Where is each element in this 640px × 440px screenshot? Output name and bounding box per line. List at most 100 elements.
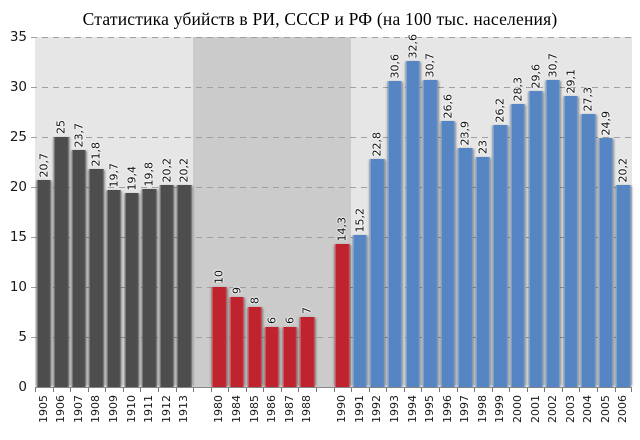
x-cell-1909: 1909 [105, 388, 123, 433]
x-cell-1999: 1999 [491, 388, 510, 433]
x-cell-1995: 1995 [421, 388, 439, 433]
x-cell-1994: 1994 [403, 388, 422, 433]
bar-slot-1906: 25 [53, 37, 71, 387]
bar-1992 [370, 159, 385, 387]
bar-1991 [352, 235, 368, 387]
x-cell-1913: 1913 [175, 388, 194, 433]
y-tick-30: 30 [9, 79, 27, 95]
x-tick-label-1997: 1997 [458, 395, 472, 423]
x-cell-2005: 2005 [597, 388, 615, 433]
bar-slot-1987: 6 [281, 37, 299, 387]
y-tick-15: 15 [9, 229, 27, 245]
bar-value-label-1912: 20,2 [160, 157, 174, 183]
bar-value-label-2003: 29,1 [564, 68, 578, 94]
y-tick-35: 35 [9, 29, 27, 45]
x-cell-1906: 1906 [52, 388, 71, 433]
y-axis: 0 5 10 15 20 25 30 35 [0, 29, 35, 395]
bar-slot-1986: 6 [263, 37, 281, 387]
bar-value-label-1909: 19,7 [107, 162, 121, 188]
x-tick-label-1995: 1995 [423, 395, 437, 423]
bar-value-label-1906: 25 [54, 120, 68, 134]
x-tick-label-1985: 1985 [247, 395, 261, 423]
bar-value-label-1987: 6 [283, 317, 297, 324]
bar-value-label-1988: 7 [300, 307, 314, 314]
x-cell-2002: 2002 [544, 388, 562, 433]
bar-2003 [563, 96, 578, 387]
bar-slot-1990: 14,3 [334, 37, 352, 387]
x-tick-label-1910: 1910 [124, 395, 138, 423]
x-tick-label-1908: 1908 [89, 395, 103, 423]
x-tick-label-1996: 1996 [440, 395, 454, 423]
bar-2000 [510, 104, 526, 387]
x-tick-label-1988: 1988 [300, 395, 314, 423]
bar-slot-1905: 20,7 [35, 37, 53, 387]
x-cell-1980: 1980 [210, 388, 229, 433]
x-tick-label-1984: 1984 [229, 395, 243, 423]
bar-1998 [475, 157, 491, 387]
bar-1911 [141, 189, 157, 387]
bar-2006 [616, 185, 631, 387]
x-tick-label-1991: 1991 [352, 395, 366, 423]
bar-value-label-2005: 24,9 [599, 110, 613, 136]
x-cell-1912: 1912 [157, 388, 176, 433]
bar-value-label-1980: 10 [212, 270, 226, 284]
x-cell-1993: 1993 [386, 388, 404, 433]
x-tick-label-2002: 2002 [546, 395, 560, 423]
x-cell-1998: 1998 [474, 388, 492, 433]
bars-container: 20,7 25 23,7 21,8 19,7 19,4 19,8 20,2 20,2 10 9 8 6 6… [35, 34, 632, 387]
gridlines [31, 37, 632, 387]
bar-value-label-1907: 23,7 [72, 122, 86, 148]
x-tick-label-1980: 1980 [212, 395, 226, 423]
x-tick-label-2003: 2003 [563, 395, 577, 423]
bar-1984 [229, 297, 245, 387]
bar-value-label-1996: 26,6 [441, 93, 455, 119]
x-tick-label-1907: 1907 [71, 395, 85, 423]
y-tick-5: 5 [18, 329, 27, 345]
x-cell-1988: 1988 [298, 388, 316, 433]
bar-1987 [282, 327, 297, 387]
x-cell-1990: 1990 [333, 388, 352, 433]
bar-slot-1988: 7 [298, 37, 316, 387]
bar-chart: 0 5 10 15 20 25 30 35 20,7 25 23,7 21,8 19,7 19,4 19,… [0, 29, 640, 433]
bar-1996 [440, 121, 455, 387]
bar-slot-2000: 28,3 [509, 37, 527, 387]
bar-value-label-1991: 15,2 [353, 207, 367, 233]
bar-1988 [300, 317, 315, 387]
bar-1912 [159, 185, 174, 387]
bar-1906 [54, 137, 69, 387]
bar-slot-1910: 19,4 [123, 37, 141, 387]
x-cell-2004: 2004 [579, 388, 597, 433]
bar-value-label-1911: 19,8 [142, 161, 156, 187]
x-tick-label-1992: 1992 [370, 395, 384, 423]
bar-slot-2004: 27,3 [579, 37, 597, 387]
bar-value-label-2001: 29,6 [529, 63, 543, 89]
x-tick-label-1999: 1999 [493, 395, 507, 423]
bar-2004 [581, 114, 596, 387]
bar-slot-1913: 20,2 [176, 37, 194, 387]
x-tick-label-2006: 2006 [616, 395, 630, 423]
bar-value-label-1905: 20,7 [37, 152, 51, 178]
bar-value-label-1990: 14,3 [335, 216, 349, 242]
bar-1910 [124, 193, 139, 387]
x-cell-1910: 1910 [122, 388, 141, 433]
bar-value-label-1995: 30,7 [423, 52, 437, 78]
x-tick-label-2004: 2004 [581, 395, 595, 423]
y-tick-0: 0 [18, 379, 27, 395]
x-cell-1997: 1997 [456, 388, 475, 433]
bar-value-label-1997: 23,9 [458, 120, 472, 146]
bar-2002 [545, 80, 561, 387]
x-cell-1907: 1907 [70, 388, 88, 433]
x-tick-label-1987: 1987 [282, 395, 296, 423]
x-cell-1985: 1985 [245, 388, 264, 433]
bar-1997 [458, 148, 473, 387]
plot-wrap: 20,7 25 23,7 21,8 19,7 19,4 19,8 20,2 20,2 10 9 8 6 6… [31, 34, 633, 433]
bar-slot-1908: 21,8 [88, 37, 106, 387]
x-tick-label-2001: 2001 [528, 395, 542, 423]
chart-title: Статистика убийств в РИ, СССР и РФ (на 1… [82, 9, 558, 29]
x-cell-1991: 1991 [351, 388, 369, 433]
bar-1908 [89, 169, 104, 387]
bar-1980 [212, 287, 227, 387]
bar-slot-1994: 32,6 [404, 34, 422, 387]
bar-2001 [528, 91, 543, 387]
x-cell-spacer [193, 388, 211, 433]
